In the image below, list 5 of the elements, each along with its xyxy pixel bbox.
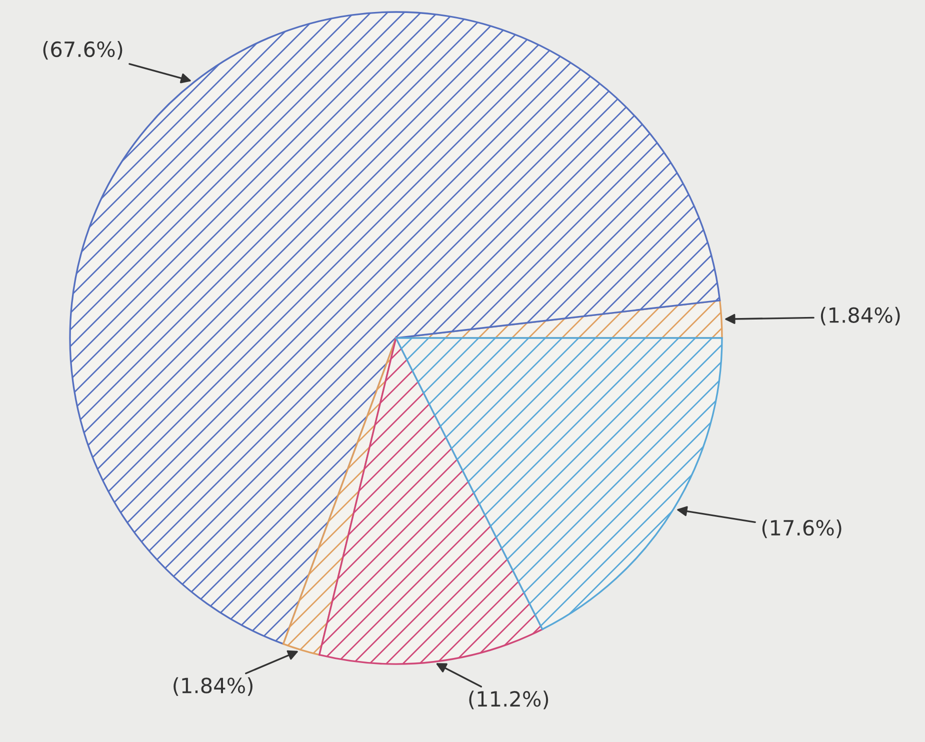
data-label: (17.6%): [762, 520, 842, 538]
data-label: (11.2%): [469, 690, 548, 710]
data-label: (1.84%): [820, 306, 900, 326]
data-label: (67.6%): [43, 41, 122, 60]
data-label: (1.84%): [174, 677, 252, 696]
